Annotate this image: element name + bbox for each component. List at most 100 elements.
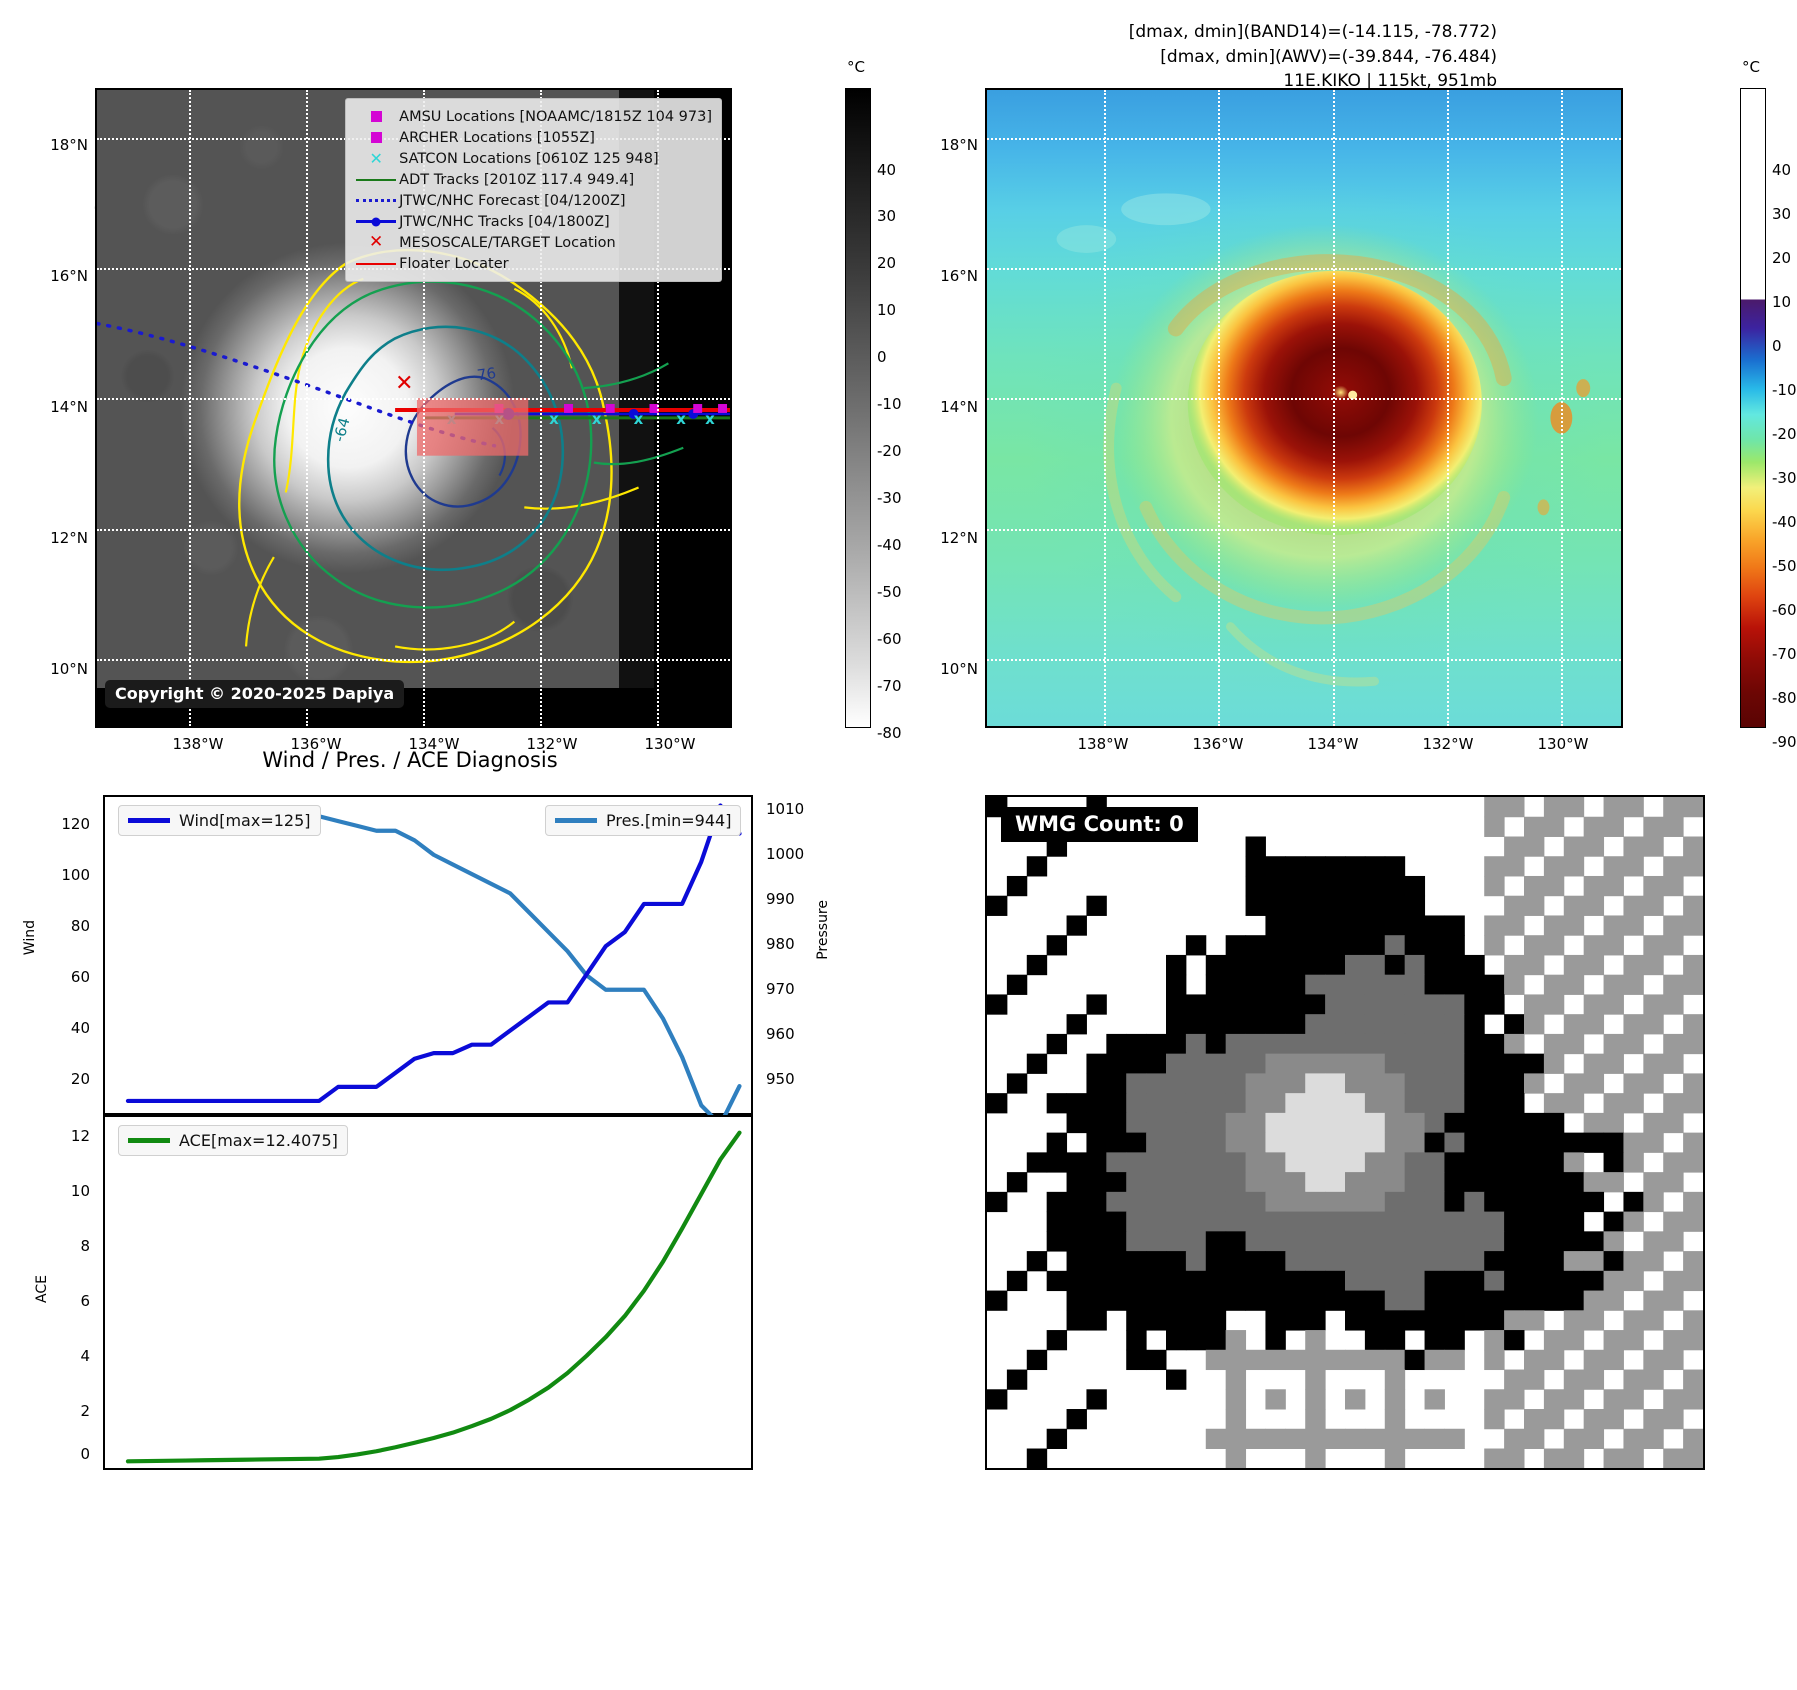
svg-text:x: x <box>705 410 715 428</box>
colorbar-tick: -70 <box>877 677 902 695</box>
legend-label: AMSU Locations [NOAAMC/1815Z 104 973] <box>399 108 712 125</box>
pressure-tick: 970 <box>766 980 795 998</box>
red-x-icon: ✕ <box>369 232 384 252</box>
lon-tick: 136°W <box>290 735 342 753</box>
colorbar-tick: -10 <box>1772 381 1797 399</box>
grid-line-vertical <box>657 90 660 726</box>
svg-text:-64: -64 <box>330 416 354 444</box>
lon-tick: 132°W <box>526 735 578 753</box>
diagnosis-title: Wind / Pres. / ACE Diagnosis <box>262 748 558 772</box>
grid-line-vertical <box>540 90 543 726</box>
ir-colorbar[interactable]: °C 40 30 20 10 0 -10 -20 -30 -40 -50 -60… <box>845 58 902 742</box>
ace-plot-area <box>125 1130 742 1464</box>
colorbar-tick: 10 <box>877 301 897 319</box>
ace-chart[interactable] <box>103 1115 753 1470</box>
colorbar-tick: -40 <box>1772 513 1797 531</box>
grid-line-horizontal <box>97 659 730 662</box>
awv-satellite-panel[interactable] <box>985 88 1623 728</box>
legend-item-archer[interactable]: ARCHER Locations [1055Z] <box>353 127 712 148</box>
awv-colorbar[interactable]: °C 40 30 20 10 0 -10 -20 -30 -40 -50 -60… <box>1740 58 1797 751</box>
colorbar-tick: 10 <box>1772 293 1792 311</box>
stats-header: [dmax, dmin](BAND14)=(-14.115, -78.772) … <box>1129 20 1497 94</box>
red-line-icon <box>353 262 399 265</box>
grid-line-vertical <box>1446 90 1449 726</box>
wind-tick: 60 <box>70 968 90 986</box>
grid-line-horizontal <box>97 528 730 531</box>
grid-line-vertical <box>1104 90 1107 726</box>
legend-item-jtwc-tracks[interactable]: JTWC/NHC Tracks [04/1800Z] <box>353 211 712 232</box>
legend-item-amsu[interactable]: AMSU Locations [NOAAMC/1815Z 104 973] <box>353 106 712 127</box>
blue-dotted-line-icon <box>353 199 399 202</box>
wmg-panel[interactable]: WMG Count: 0 <box>985 795 1705 1470</box>
ace-tick: 4 <box>80 1347 90 1365</box>
grid-line-horizontal <box>987 268 1621 271</box>
wind-legend[interactable]: Wind[max=125] <box>118 805 321 836</box>
wmg-bitmap <box>987 797 1703 1468</box>
wind-pressure-chart[interactable] <box>103 795 753 1116</box>
colorbar-tick: -50 <box>877 583 902 601</box>
lon-tick: 132°W <box>1422 735 1474 753</box>
colorbar-tick: -40 <box>877 536 902 554</box>
lon-tick: 134°W <box>408 735 460 753</box>
wind-color-swatch <box>128 818 170 823</box>
grid-line-horizontal <box>987 137 1621 140</box>
grid-line-horizontal <box>97 398 730 401</box>
colorbar-tick: -20 <box>877 442 902 460</box>
ir-legend[interactable]: AMSU Locations [NOAAMC/1815Z 104 973] AR… <box>345 98 722 282</box>
wind-pressure-plot-area <box>125 803 742 1116</box>
lon-tick: 138°W <box>172 735 224 753</box>
ace-tick: 2 <box>80 1402 90 1420</box>
wind-tick: 100 <box>61 866 90 884</box>
ace-legend-label: ACE[max=12.4075] <box>179 1131 338 1150</box>
lat-tick: 14°N <box>50 398 88 416</box>
wind-legend-label: Wind[max=125] <box>179 811 311 830</box>
legend-label: JTWC/NHC Forecast [04/1200Z] <box>399 192 626 209</box>
colorbar-tick: -60 <box>1772 601 1797 619</box>
grid-line-horizontal <box>987 398 1621 401</box>
stats-band14: [dmax, dmin](BAND14)=(-14.115, -78.772) <box>1128 22 1497 42</box>
stats-awv: [dmax, dmin](AWV)=(-39.844, -76.484) <box>1160 46 1497 67</box>
ace-tick: 6 <box>80 1292 90 1310</box>
legend-label: JTWC/NHC Tracks [04/1800Z] <box>399 213 610 230</box>
svg-text:x: x <box>676 410 686 428</box>
pressure-tick: 1000 <box>766 845 805 863</box>
wind-tick: 40 <box>70 1019 90 1037</box>
lat-tick: 16°N <box>940 267 978 285</box>
ace-tick: 8 <box>80 1237 90 1255</box>
awv-image <box>987 90 1621 726</box>
lat-tick: 10°N <box>50 660 88 678</box>
wind-tick: 20 <box>70 1070 90 1088</box>
pressure-legend[interactable]: Pres.[min=944] <box>545 805 742 836</box>
ir-satellite-panel[interactable]: xxx xxx x ✕ -76 -64 AMSU Locations [NOAA… <box>95 88 732 728</box>
colorbar-tick: -70 <box>1772 645 1797 663</box>
colorbar-tick: -30 <box>1772 469 1797 487</box>
colorbar-tick: 0 <box>1772 337 1782 355</box>
legend-item-forecast[interactable]: JTWC/NHC Forecast [04/1200Z] <box>353 190 712 211</box>
legend-item-floater-locater[interactable]: Floater Locater <box>353 253 712 274</box>
legend-item-adt-tracks[interactable]: ADT Tracks [2010Z 117.4 949.4] <box>353 169 712 190</box>
colorbar-tick: 40 <box>877 161 897 179</box>
colorbar-tick: -50 <box>1772 557 1797 575</box>
grid-line-vertical <box>305 90 308 726</box>
grid-line-vertical <box>1218 90 1221 726</box>
wmg-count-badge: WMG Count: 0 <box>1001 807 1198 842</box>
magenta-square-icon <box>353 111 399 122</box>
pressure-color-swatch <box>555 818 597 823</box>
grid-line-horizontal <box>987 659 1621 662</box>
colorbar-unit-label: °C <box>847 58 865 76</box>
colorbar-tick: 20 <box>877 254 897 272</box>
awv-storm-structure <box>1026 179 1604 697</box>
legend-item-satcon[interactable]: ✕ SATCON Locations [0610Z 125 948] <box>353 148 712 169</box>
pressure-tick: 990 <box>766 890 795 908</box>
cyan-x-icon: ✕ <box>369 148 383 168</box>
ace-legend[interactable]: ACE[max=12.4075] <box>118 1125 348 1156</box>
lat-tick: 12°N <box>940 529 978 547</box>
ace-tick: 0 <box>80 1445 90 1463</box>
wind-tick: 120 <box>61 815 90 833</box>
legend-item-mesoscale-target[interactable]: ✕ MESOSCALE/TARGET Location <box>353 232 712 253</box>
pressure-tick: 960 <box>766 1025 795 1043</box>
grid-line-vertical <box>422 90 425 726</box>
green-line-icon <box>353 178 399 181</box>
magenta-square-icon <box>353 132 399 143</box>
pressure-legend-label: Pres.[min=944] <box>606 811 732 830</box>
